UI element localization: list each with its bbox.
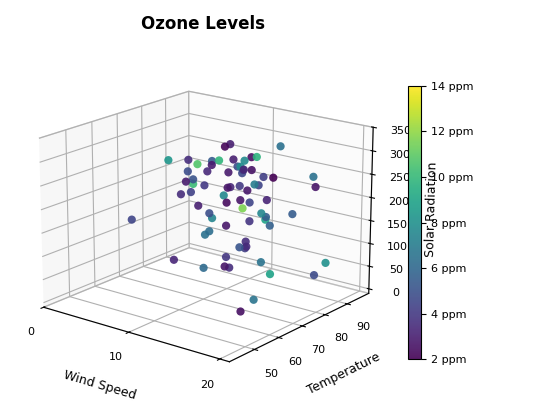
X-axis label: Wind Speed: Wind Speed [62, 368, 138, 402]
Title: Ozone Levels: Ozone Levels [141, 15, 265, 33]
Y-axis label: Temperature: Temperature [305, 350, 382, 396]
